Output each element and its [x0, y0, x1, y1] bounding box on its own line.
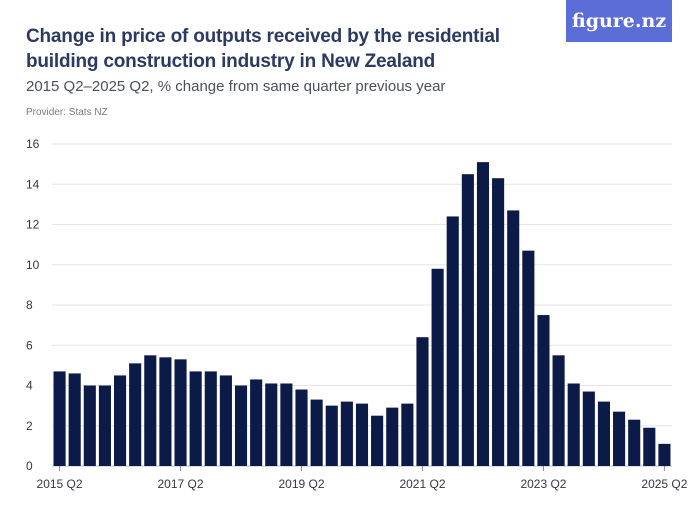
x-tick-label: 2017 Q2 — [158, 477, 204, 491]
bar — [658, 443, 671, 466]
y-tick-label: 6 — [26, 338, 33, 352]
chart-title: Change in price of outputs received by t… — [26, 26, 500, 72]
bar — [129, 363, 142, 466]
bar — [83, 385, 96, 466]
x-tick-label: 2025 Q2 — [641, 477, 687, 491]
bar — [492, 178, 505, 466]
bar — [628, 419, 641, 466]
x-tick-label: 2019 Q2 — [278, 477, 324, 491]
x-tick-label: 2021 Q2 — [399, 477, 445, 491]
bar — [582, 391, 595, 466]
bar — [431, 268, 444, 466]
y-tick-label: 16 — [26, 137, 40, 151]
x-tick-label: 2023 Q2 — [520, 477, 566, 491]
bar — [114, 375, 127, 466]
y-tick-label: 0 — [26, 459, 33, 473]
bar — [386, 407, 399, 466]
bar — [522, 250, 535, 466]
bar — [476, 162, 490, 467]
bar — [250, 379, 263, 466]
figure-nz-logo[interactable]: figure.nz — [566, 0, 672, 42]
bar — [371, 415, 384, 466]
bar — [144, 355, 157, 466]
bar — [613, 411, 626, 466]
bar — [355, 403, 369, 466]
x-tick-label: 2015 Q2 — [37, 477, 83, 491]
y-tick-label: 10 — [26, 258, 40, 272]
bar — [416, 337, 429, 466]
bar — [552, 355, 565, 466]
bar — [643, 427, 656, 466]
y-tick-label: 2 — [26, 419, 33, 433]
bar — [537, 315, 550, 466]
bar — [340, 401, 353, 466]
bar — [219, 375, 232, 466]
bar — [461, 174, 474, 466]
bar — [310, 399, 323, 466]
data-provider: Provider: Stats NZ — [26, 107, 108, 118]
y-tick-label: 8 — [26, 298, 33, 312]
bar — [295, 389, 308, 466]
y-tick-label: 4 — [26, 379, 33, 393]
x-axis: 2015 Q2 2017 Q2 2019 Q2 2021 Q2 2023 Q2 2025 … — [37, 466, 688, 491]
bar — [446, 216, 459, 466]
bar — [174, 359, 187, 466]
chart-subtitle: 2015 Q2–2025 Q2, % change from same quar… — [26, 78, 446, 95]
y-tick-label: 12 — [26, 218, 40, 232]
bar — [567, 383, 580, 466]
y-axis: 0 2 4 6 8 10 12 14 16 — [26, 137, 40, 473]
bar — [265, 383, 278, 466]
bar — [401, 403, 414, 466]
bar — [280, 383, 293, 466]
bar — [204, 371, 217, 466]
y-tick-label: 14 — [26, 177, 40, 191]
bar — [507, 210, 520, 466]
bar — [68, 373, 81, 466]
bar — [597, 401, 610, 466]
bar — [189, 371, 202, 466]
bar-series — [53, 162, 671, 467]
bar — [98, 385, 111, 466]
bar — [325, 405, 338, 466]
bar — [53, 371, 66, 466]
bar — [159, 357, 172, 466]
bar — [234, 385, 248, 466]
